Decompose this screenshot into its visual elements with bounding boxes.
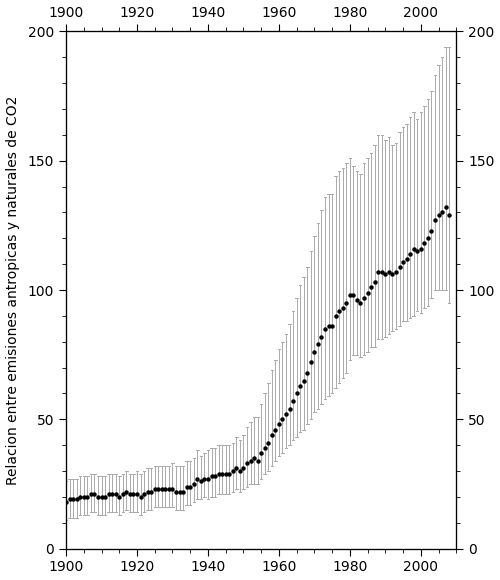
- Y-axis label: Relacion entre emisiones antropicas y naturales de CO2: Relacion entre emisiones antropicas y na…: [6, 95, 20, 485]
